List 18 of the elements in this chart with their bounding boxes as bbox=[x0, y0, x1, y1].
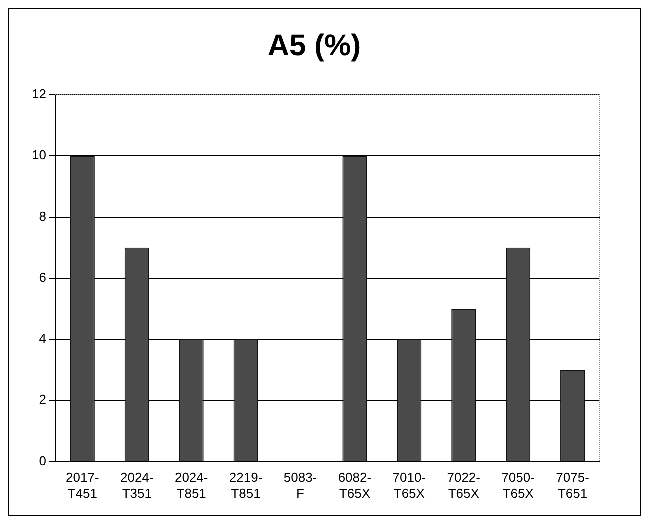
x-tick-label: 6082-T65X bbox=[338, 470, 372, 501]
x-tick-label: 7050-T65X bbox=[502, 470, 535, 501]
y-tick-label: 10 bbox=[32, 148, 46, 163]
chart-title: A5 (%) bbox=[268, 29, 362, 62]
y-tick-label: 8 bbox=[39, 208, 46, 224]
x-tick-label: 2024-T351 bbox=[120, 470, 154, 501]
x-tick-label: 2017-T451 bbox=[66, 470, 100, 501]
x-tick-label: 7075-T651 bbox=[556, 470, 590, 501]
x-tick-label: 5083-F bbox=[284, 470, 318, 501]
x-tick-label: 2024-T851 bbox=[174, 470, 208, 501]
y-tick-label: 12 bbox=[32, 86, 46, 102]
x-tick-label: 7022-T65X bbox=[447, 470, 480, 501]
y-tick-label: 0 bbox=[39, 453, 46, 468]
x-tick-label: 7010-T65X bbox=[392, 470, 426, 501]
y-tick-label: 2 bbox=[39, 392, 46, 408]
y-tick-label: 6 bbox=[39, 270, 46, 285]
x-tick-label: 2219-T851 bbox=[229, 470, 263, 501]
y-tick-label: 4 bbox=[39, 331, 46, 346]
